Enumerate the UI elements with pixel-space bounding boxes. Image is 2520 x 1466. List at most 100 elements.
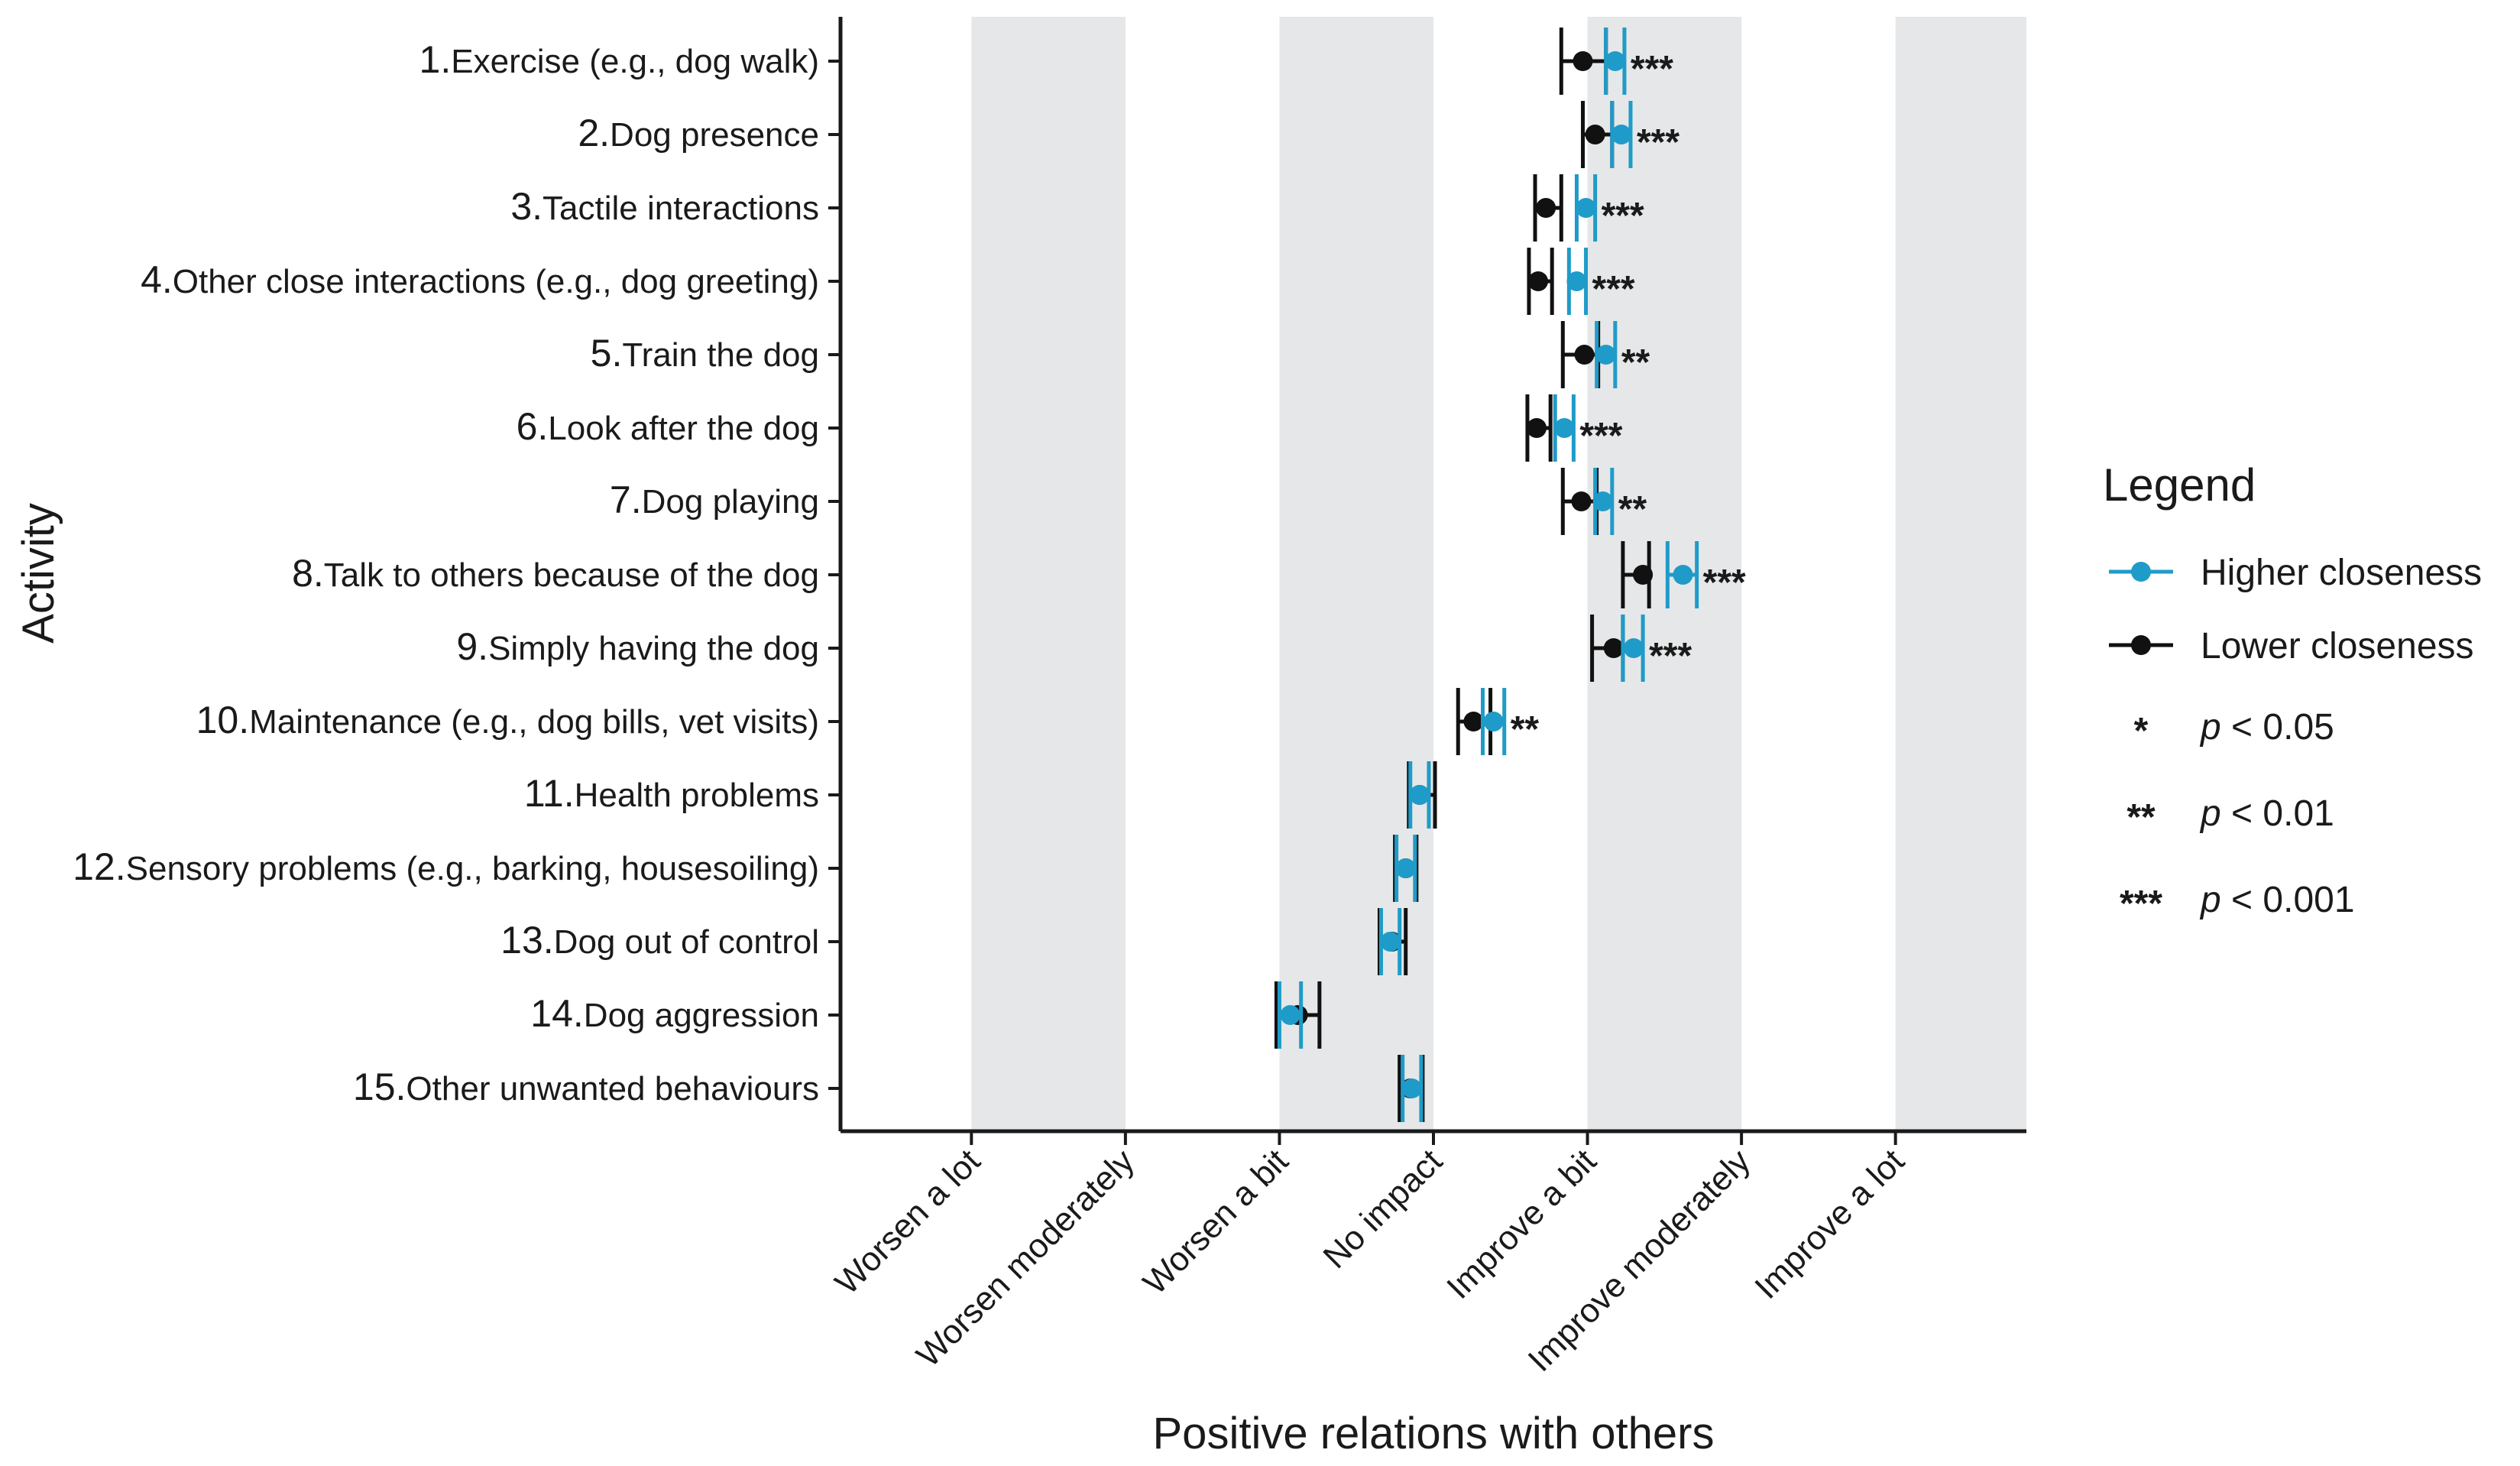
activity-row: 1.Exercise (e.g., dog walk) *** xyxy=(419,28,1673,95)
higher-closeness-mean-point xyxy=(1605,51,1625,71)
significance-stars: ** xyxy=(1621,342,1650,383)
higher-closeness-mean-point xyxy=(1673,565,1693,585)
lower-closeness-mean-point xyxy=(1633,565,1654,585)
lower-closeness-mean-point xyxy=(1528,271,1549,291)
legend-stars: *** xyxy=(2120,884,2162,924)
significance-stars: *** xyxy=(1592,269,1635,310)
activity-label: 12.Sensory problems (e.g., barking, hous… xyxy=(73,845,819,888)
activity-number: 11. xyxy=(524,772,575,815)
higher-closeness-mean-point xyxy=(1592,491,1613,511)
activity-row: 3.Tactile interactions *** xyxy=(510,174,1644,242)
higher-closeness-mean-point xyxy=(1395,858,1416,878)
higher-closeness-mean-point xyxy=(1595,345,1616,365)
legend-p-label: p < 0.01 xyxy=(2199,793,2334,834)
activity-name: Health problems xyxy=(575,777,819,814)
legend-significance-entry: * p < 0.05 xyxy=(2134,707,2334,751)
activity-row: 2.Dog presence *** xyxy=(578,101,1679,168)
activity-label: 1.Exercise (e.g., dog walk) xyxy=(419,38,819,81)
activity-label: 14.Dog aggression xyxy=(530,992,819,1035)
activity-label: 10.Maintenance (e.g., dog bills, vet vis… xyxy=(196,699,819,741)
lower-closeness-mean-point xyxy=(1585,125,1605,144)
activity-number: 7. xyxy=(610,478,642,521)
lower-closeness-mean-point xyxy=(1574,345,1595,365)
activity-number: 2. xyxy=(578,112,610,154)
activity-name: Sensory problems (e.g., barking, houseso… xyxy=(126,850,819,887)
activity-number: 4. xyxy=(141,258,173,301)
higher-closeness-mean-point xyxy=(1611,125,1631,144)
activity-name: Tactile interactions xyxy=(543,190,819,227)
activity-label: 6.Look after the dog xyxy=(517,405,819,448)
legend-p-label: p < 0.001 xyxy=(2199,880,2355,920)
lower-closeness-mean-point xyxy=(1527,418,1547,438)
higher-closeness-mean-point xyxy=(1624,638,1644,658)
legend-entry-lower: Lower closeness xyxy=(2109,626,2474,667)
activity-name: Look after the dog xyxy=(548,410,819,447)
lower-closeness-mean-point xyxy=(1603,638,1624,658)
activity-row: 6.Look after the dog *** xyxy=(517,394,1623,462)
activity-name: Simply having the dog xyxy=(488,630,819,667)
activity-name: Maintenance (e.g., dog bills, vet visits… xyxy=(249,703,819,741)
activity-label: 7.Dog playing xyxy=(610,478,819,521)
legend-significance-entry: *** p < 0.001 xyxy=(2120,880,2355,924)
shaded-band xyxy=(1587,17,1742,1131)
activity-name: Talk to others because of the dog xyxy=(324,556,819,594)
activity-row: 10.Maintenance (e.g., dog bills, vet vis… xyxy=(196,688,1540,755)
higher-closeness-mean-point xyxy=(1554,418,1575,438)
activity-row: 15.Other unwanted behaviours xyxy=(353,1055,1425,1122)
activity-number: 14. xyxy=(530,992,584,1035)
activity-row: 11.Health problems xyxy=(524,761,1437,829)
higher-closeness-mean-point xyxy=(1280,1005,1300,1025)
higher-closeness-mean-point xyxy=(1409,785,1430,805)
activity-name: Dog playing xyxy=(642,483,819,521)
legend-p-symbol: p xyxy=(2199,880,2221,920)
lower-closeness-mean-point xyxy=(1536,198,1556,218)
activity-row: 13.Dog out of control xyxy=(500,908,1408,975)
activity-name: Train the dog xyxy=(622,336,819,374)
activity-label: 2.Dog presence xyxy=(578,112,819,154)
activity-row: 8.Talk to others because of the dog *** xyxy=(292,541,1746,608)
activity-name: Other unwanted behaviours xyxy=(406,1070,819,1108)
higher-closeness-mean-point xyxy=(1483,712,1504,731)
activity-name: Exercise (e.g., dog walk) xyxy=(451,43,819,80)
activity-name: Dog out of control xyxy=(554,923,819,961)
activity-row: 5.Train the dog ** xyxy=(591,321,1650,388)
higher-closeness-mean-point xyxy=(1566,271,1587,291)
activity-label: 15.Other unwanted behaviours xyxy=(353,1065,819,1108)
x-tick-label: No impact xyxy=(1316,1142,1449,1276)
activity-row: 4.Other close interactions (e.g., dog gr… xyxy=(141,248,1635,315)
activity-label: 13.Dog out of control xyxy=(500,919,819,962)
lower-closeness-mean-point xyxy=(1571,491,1592,511)
activity-number: 6. xyxy=(517,405,549,448)
x-tick-label: Worsen a lot xyxy=(828,1142,988,1302)
significance-stars: *** xyxy=(1631,49,1673,89)
activity-name: Dog presence xyxy=(610,116,819,154)
legend-stars: ** xyxy=(2126,797,2156,838)
activity-row: 12.Sensory problems (e.g., barking, hous… xyxy=(73,835,1419,902)
activity-label: 9.Simply having the dog xyxy=(456,625,819,668)
x-axis-title: Positive relations with others xyxy=(1153,1409,1715,1458)
legend-entry-higher: Higher closeness xyxy=(2109,553,2482,593)
legend-significance-entry: ** p < 0.01 xyxy=(2126,793,2334,838)
significance-stars: *** xyxy=(1703,563,1746,603)
legend-label: Higher closeness xyxy=(2201,553,2482,593)
shaded-band xyxy=(1895,17,2026,1131)
activity-number: 1. xyxy=(419,38,452,81)
legend-p-symbol: p xyxy=(2199,793,2221,834)
legend-p-symbol: p xyxy=(2199,707,2221,748)
shaded-bands xyxy=(971,17,2026,1131)
legend-stars: * xyxy=(2134,711,2149,751)
legend-p-label: p < 0.05 xyxy=(2199,707,2334,748)
legend-label: Lower closeness xyxy=(2201,626,2474,667)
shaded-band xyxy=(971,17,1126,1131)
significance-stars: *** xyxy=(1649,636,1692,676)
significance-stars: ** xyxy=(1511,709,1540,750)
legend-title: Legend xyxy=(2103,459,2256,511)
legend-p-threshold: < 0.05 xyxy=(2221,707,2334,748)
activity-number: 8. xyxy=(292,552,324,595)
activity-rows: 1.Exercise (e.g., dog walk) *** 2.Dog pres… xyxy=(73,28,1746,1122)
activity-row: 9.Simply having the dog *** xyxy=(456,615,1692,682)
activity-row: 14.Dog aggression xyxy=(530,981,1322,1049)
legend-point xyxy=(2131,635,2151,655)
